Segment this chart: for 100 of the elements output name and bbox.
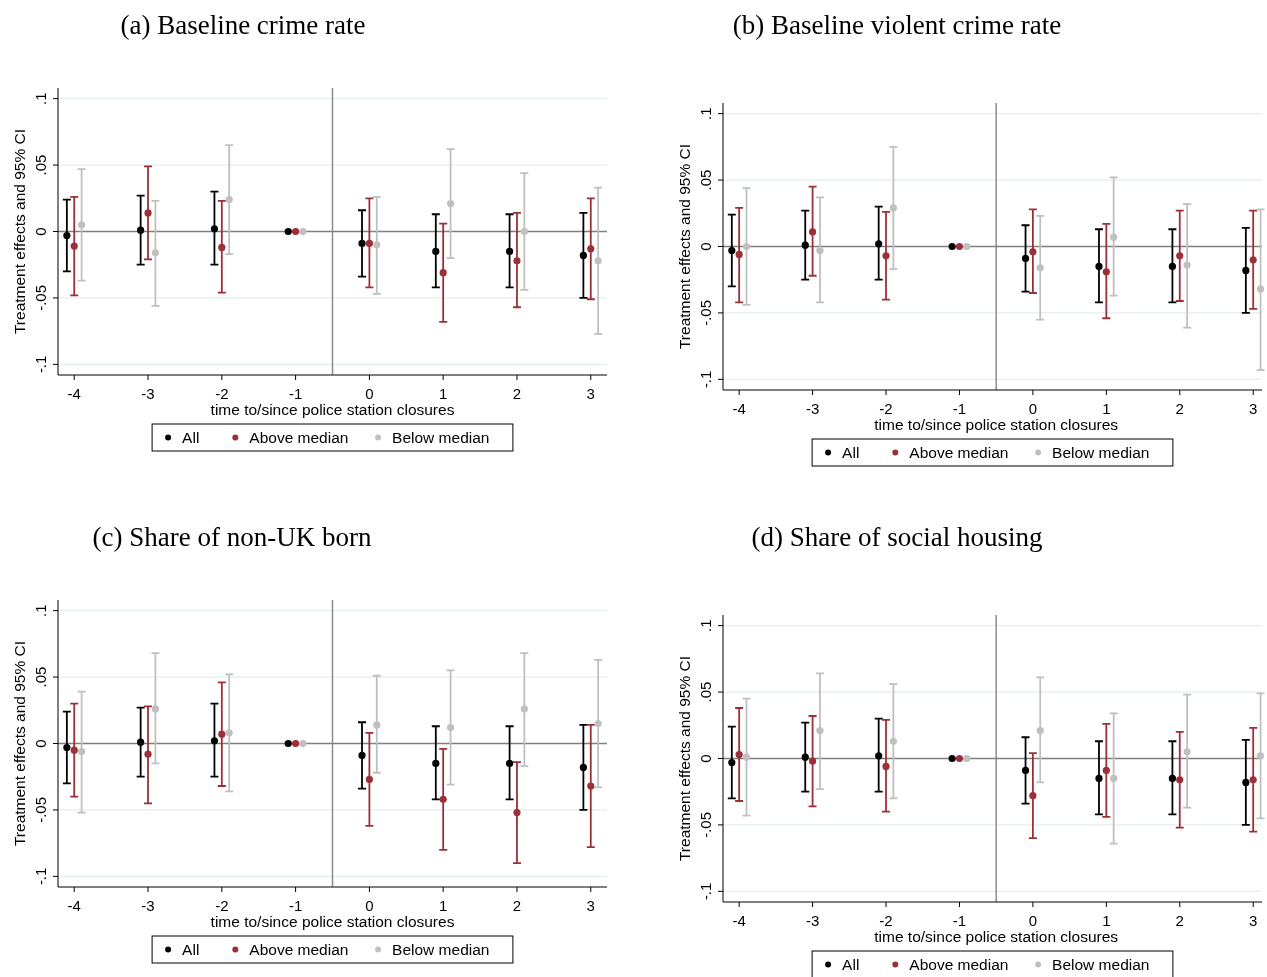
point (587, 245, 595, 253)
point (284, 227, 292, 236)
y-tick-label: .05 (32, 666, 49, 688)
point (1176, 252, 1184, 260)
y-axis-title: Treatment effects and 95% CI (676, 143, 693, 350)
x-tick-label: 3 (1249, 400, 1258, 417)
point (875, 752, 883, 760)
point (1168, 774, 1177, 783)
y-tick-label: 0 (32, 739, 49, 748)
point (1095, 262, 1103, 271)
y-tick-label: 0 (697, 242, 714, 251)
x-tick-label: 1 (1102, 400, 1111, 417)
x-tick-label: -1 (288, 385, 303, 402)
point (1029, 248, 1037, 256)
x-tick-label: 1 (439, 897, 448, 914)
point (137, 738, 145, 746)
legend-label: Above median (249, 428, 349, 446)
point (816, 727, 824, 735)
point (446, 200, 455, 208)
x-tick-label: -3 (141, 385, 155, 402)
x-tick-label: -1 (288, 897, 303, 914)
x-tick-label: -3 (805, 912, 820, 929)
point (210, 225, 219, 233)
point (218, 243, 226, 252)
y-tick-label: .1 (697, 619, 714, 632)
y-tick-label: .1 (32, 604, 49, 617)
point (432, 759, 440, 768)
point (292, 227, 300, 236)
point (1036, 264, 1044, 272)
point (1110, 233, 1118, 241)
x-axis-title: time to/since police station closures (874, 416, 1119, 433)
point (963, 754, 971, 763)
point (63, 231, 71, 240)
point (365, 239, 373, 248)
point (446, 723, 455, 732)
x-tick-label: 0 (1028, 400, 1038, 417)
point (358, 751, 366, 760)
x-tick-label: 2 (1175, 400, 1184, 417)
y-tick-label: 0 (697, 754, 714, 763)
point (1242, 266, 1250, 275)
x-tick-label: -2 (879, 912, 893, 929)
x-tick-label: -3 (141, 897, 155, 914)
x-tick-label: -4 (732, 912, 746, 929)
point (889, 737, 897, 745)
point (808, 228, 817, 236)
x-tick-label: 0 (365, 897, 374, 914)
point (735, 250, 743, 259)
point (875, 240, 883, 248)
point (365, 775, 373, 783)
point (70, 746, 78, 754)
point (299, 227, 307, 236)
point (1110, 774, 1118, 783)
chart-title: (a) Baseline crime rate (120, 10, 366, 40)
y-axis-title: Treatment effects and 95% CI (676, 655, 693, 862)
point (151, 705, 159, 713)
point (1102, 766, 1110, 775)
point (728, 758, 736, 767)
point (520, 227, 528, 236)
x-tick-label: 2 (512, 897, 522, 914)
point (358, 239, 366, 248)
y-tick-label: -.05 (697, 300, 714, 326)
point (63, 743, 71, 752)
point (1242, 778, 1250, 787)
y-tick-label: -.05 (32, 797, 49, 823)
y-tick-label: -.05 (32, 285, 49, 311)
point (78, 747, 86, 756)
x-tick-label: -4 (67, 385, 81, 402)
legend-label: All (842, 443, 860, 461)
y-axis-title: Treatment effects and 95% CI (11, 640, 28, 847)
point (1021, 766, 1030, 775)
x-tick-label: 0 (365, 385, 374, 402)
x-axis-title: time to/since police station closures (210, 913, 455, 930)
legend-label: Below median (392, 940, 490, 958)
point (808, 757, 817, 765)
x-tick-label: 3 (1249, 912, 1258, 929)
point (882, 252, 890, 260)
y-tick-label: -.1 (697, 370, 714, 389)
y-tick-label: .1 (697, 107, 714, 120)
x-tick-label: 0 (1028, 912, 1038, 929)
point (728, 246, 736, 255)
point (225, 729, 233, 737)
point (513, 257, 521, 265)
point (955, 754, 964, 763)
point (373, 241, 381, 249)
legend-label: All (842, 955, 860, 973)
point (292, 739, 300, 748)
point (579, 763, 587, 772)
point (1036, 727, 1044, 735)
point (506, 247, 514, 256)
point (948, 754, 956, 763)
legend-label: Below median (392, 428, 490, 446)
point (955, 242, 964, 251)
point (432, 247, 440, 256)
legend-label: Above median (249, 940, 349, 958)
point (1176, 776, 1184, 784)
point (151, 249, 159, 257)
y-axis-title: Treatment effects and 95% CI (11, 128, 28, 335)
chart-title: (c) Share of non-UK born (92, 522, 372, 552)
x-tick-label: -2 (215, 897, 229, 914)
x-axis-title: time to/since police station closures (874, 928, 1119, 945)
